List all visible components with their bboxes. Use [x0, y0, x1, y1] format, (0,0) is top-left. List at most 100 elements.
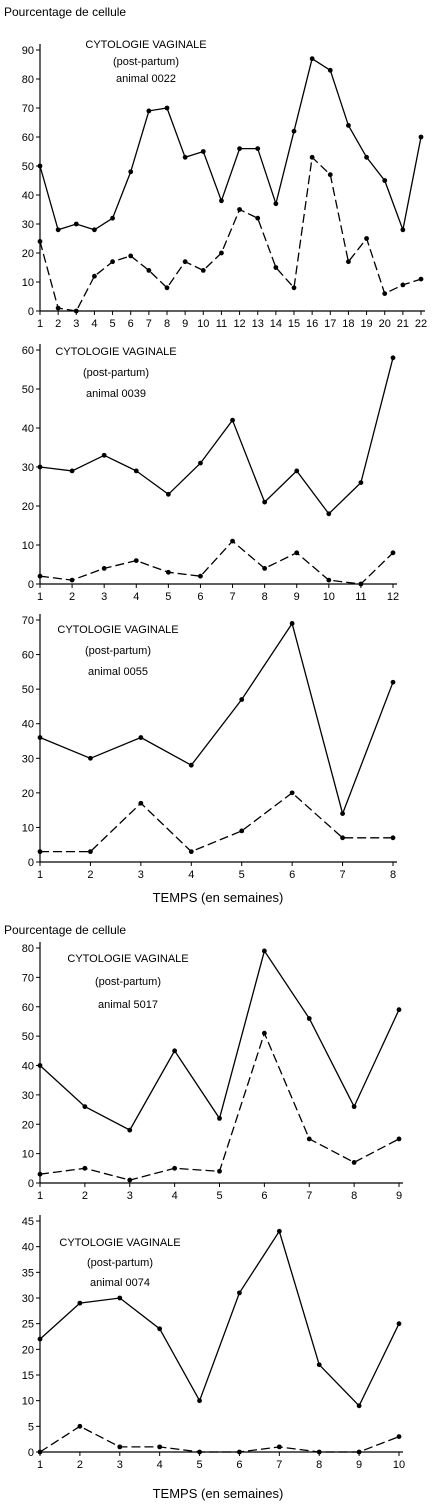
data-point-dashed: [364, 236, 369, 241]
chart-annotation: animal 0074: [90, 1277, 150, 1289]
data-point-solid: [418, 134, 424, 140]
data-point-dashed: [164, 285, 170, 291]
x-tick-label: 8: [164, 318, 170, 330]
data-point-solid: [88, 755, 93, 761]
data-point-solid: [165, 491, 171, 497]
data-point-dashed: [82, 1165, 88, 1171]
x-tick-label: 10: [197, 318, 209, 330]
data-point-dashed: [37, 1171, 43, 1177]
chart-annotation: (post-partum): [113, 56, 179, 68]
y-tick-label: 0: [28, 306, 34, 318]
data-point-solid: [276, 1228, 282, 1234]
y-tick-label: 20: [22, 501, 34, 513]
data-point-solid: [237, 1290, 242, 1296]
data-point-solid: [197, 1398, 202, 1404]
data-point-dashed: [262, 566, 268, 571]
data-point-dashed: [396, 1434, 402, 1439]
data-point-solid: [289, 621, 295, 626]
x-tick-label: 4: [91, 318, 97, 330]
y-tick-label: 90: [22, 45, 34, 57]
x-tick-label: 22: [415, 318, 427, 330]
data-point-solid: [316, 1362, 322, 1368]
data-point-dashed: [273, 265, 279, 270]
x-tick-label: 18: [342, 318, 354, 330]
y-tick-label: 40: [22, 423, 34, 435]
data-point-dashed: [219, 250, 224, 256]
x-tick-label: 2: [87, 869, 93, 881]
data-point-solid: [77, 1300, 83, 1306]
data-point-solid: [198, 460, 203, 466]
data-point-solid: [390, 355, 396, 361]
x-tick-label: 4: [133, 591, 139, 603]
x-tick-label: 1: [37, 1459, 43, 1471]
x-tick-label: 11: [216, 318, 227, 330]
data-point-dashed: [197, 1449, 202, 1455]
x-tick-label: 21: [397, 318, 409, 330]
data-point-solid: [382, 178, 388, 183]
data-point-solid: [172, 1048, 178, 1054]
data-point-dashed: [316, 1449, 322, 1455]
y-tick-label: 80: [22, 943, 34, 955]
y-tick-label: 60: [22, 1002, 34, 1014]
y-tick-label: 0: [28, 857, 34, 869]
data-point-solid: [306, 1016, 312, 1021]
data-point-dashed: [188, 849, 194, 855]
x-tick-label: 3: [73, 318, 79, 330]
y-tick-label: 45: [22, 1216, 34, 1228]
y-tick-label: 50: [22, 684, 34, 696]
y-tick-label: 10: [22, 1149, 34, 1161]
y-tick-label: 0: [28, 579, 34, 591]
data-point-solid: [37, 1063, 43, 1068]
series-line-dashed: [39, 1031, 400, 1181]
data-point-solid: [273, 201, 279, 207]
x-tick-label: 5: [110, 318, 116, 330]
y-tick-label: 50: [22, 1031, 34, 1043]
data-point-solid: [396, 1321, 402, 1327]
x-tick-label: 2: [69, 591, 75, 603]
y-tick-label: 15: [22, 1370, 34, 1382]
data-point-dashed: [172, 1165, 178, 1171]
data-point-dashed: [382, 291, 388, 296]
x-tick-label: 19: [360, 318, 372, 330]
data-point-dashed: [165, 569, 171, 575]
x-tick-label: 1: [37, 869, 43, 881]
data-point-dashed: [400, 282, 406, 288]
x-tick-label: 12: [233, 318, 245, 330]
data-point-solid: [37, 1336, 43, 1342]
chart-annotation: (post-partum): [83, 367, 149, 379]
chart-annotation: animal 0055: [88, 666, 148, 678]
data-point-dashed: [418, 276, 424, 282]
y-tick-label: 25: [22, 1319, 34, 1331]
chart-annotation: CYTOLOGIE VAGINALE: [59, 1237, 180, 1249]
y-tick-label: 40: [22, 719, 34, 731]
data-point-dashed: [390, 835, 396, 841]
x-tick-label: 13: [252, 318, 264, 330]
data-point-dashed: [291, 285, 297, 291]
data-point-solid: [133, 468, 139, 474]
data-point-solid: [326, 511, 332, 517]
chart-annotation: CYTOLOGIE VAGINALE: [57, 624, 178, 636]
series-line-dashed: [39, 1425, 400, 1453]
x-tick-label: 5: [165, 591, 171, 603]
data-point-dashed: [358, 581, 364, 587]
series-line-solid: [39, 357, 394, 515]
data-point-dashed: [396, 1136, 402, 1142]
data-point-solid: [182, 154, 188, 160]
data-point-dashed: [127, 1177, 133, 1183]
data-point-solid: [146, 108, 152, 114]
x-tick-label: 8: [351, 1190, 357, 1202]
x-tick-label: 9: [356, 1459, 362, 1471]
y-axis-title: Pourcentage de cellule: [4, 923, 126, 937]
data-point-solid: [200, 149, 206, 154]
data-point-dashed: [239, 828, 245, 834]
series-line-dashed: [39, 540, 394, 585]
x-tick-label: 14: [270, 318, 282, 330]
chart-annotation: animal 0039: [86, 388, 146, 400]
data-point-dashed: [390, 550, 396, 556]
y-tick-label: 30: [22, 1090, 34, 1102]
y-tick-label: 40: [22, 1061, 34, 1073]
data-point-dashed: [198, 573, 203, 579]
x-tick-label: 2: [77, 1459, 83, 1471]
x-tick-label: 5: [239, 869, 245, 881]
